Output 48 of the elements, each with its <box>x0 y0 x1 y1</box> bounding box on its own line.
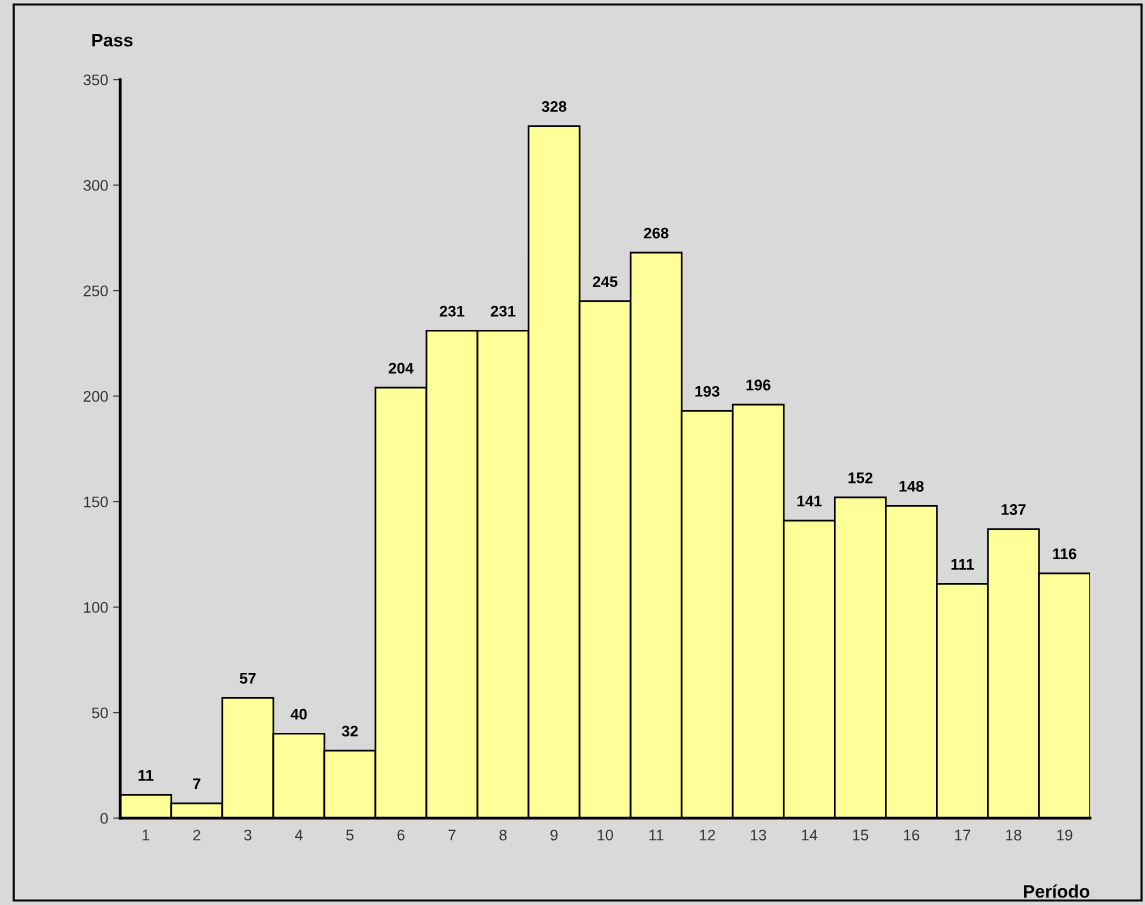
x-tick-label: 14 <box>801 829 818 841</box>
y-tick-label: 0 <box>100 812 108 824</box>
data-label: 231 <box>439 305 465 317</box>
x-tick-label: 11 <box>649 829 664 841</box>
x-tick-label: 6 <box>397 829 405 841</box>
x-tick-label: 12 <box>699 829 715 841</box>
x-tick-label: 8 <box>499 829 507 841</box>
data-label: 231 <box>490 305 516 317</box>
data-label: 152 <box>848 472 873 484</box>
x-axis-title: Período <box>1024 884 1090 898</box>
data-label: 11 <box>138 770 154 781</box>
data-label: 196 <box>746 379 771 391</box>
data-label: 116 <box>1053 548 1077 560</box>
y-tick-label: 50 <box>92 707 108 719</box>
y-tick-label: 250 <box>83 285 108 297</box>
data-label: 137 <box>1001 504 1026 515</box>
x-tick-label: 17 <box>955 829 971 841</box>
y-tick-label: 350 <box>83 74 108 86</box>
x-tick-label: 5 <box>346 829 354 841</box>
x-tick-label: 4 <box>294 829 303 841</box>
x-tick-label: 15 <box>853 829 869 841</box>
data-label: 7 <box>193 778 201 790</box>
y-tick-label: 200 <box>83 391 108 402</box>
x-tick-label: 10 <box>597 829 614 841</box>
data-label: 193 <box>695 385 720 397</box>
y-tick-label: 150 <box>84 496 108 508</box>
y-tick-label: 100 <box>84 601 108 613</box>
x-tick-label: 3 <box>244 829 252 841</box>
data-label: 57 <box>239 673 256 684</box>
x-tick-label: 7 <box>448 829 456 841</box>
x-tick-label: 2 <box>193 829 201 841</box>
x-tick-label: 18 <box>1006 829 1022 841</box>
data-label: 204 <box>388 362 414 374</box>
data-label: 111 <box>951 559 974 570</box>
x-tick-label: 1 <box>142 829 150 841</box>
data-label: 328 <box>541 101 567 112</box>
x-tick-label: 16 <box>904 829 920 841</box>
x-tick-label: 13 <box>750 829 767 841</box>
data-label: 148 <box>899 480 924 492</box>
y-tick-label: 300 <box>83 180 108 191</box>
x-tick-label: 9 <box>550 829 558 841</box>
data-label: 141 <box>797 495 822 507</box>
data-label: 32 <box>341 725 358 737</box>
y-axis-title: Pass <box>92 33 133 47</box>
data-label: 268 <box>643 227 669 239</box>
data-label: 245 <box>592 276 618 288</box>
data-label: 40 <box>290 708 307 720</box>
x-tick-label: 19 <box>1057 829 1073 841</box>
